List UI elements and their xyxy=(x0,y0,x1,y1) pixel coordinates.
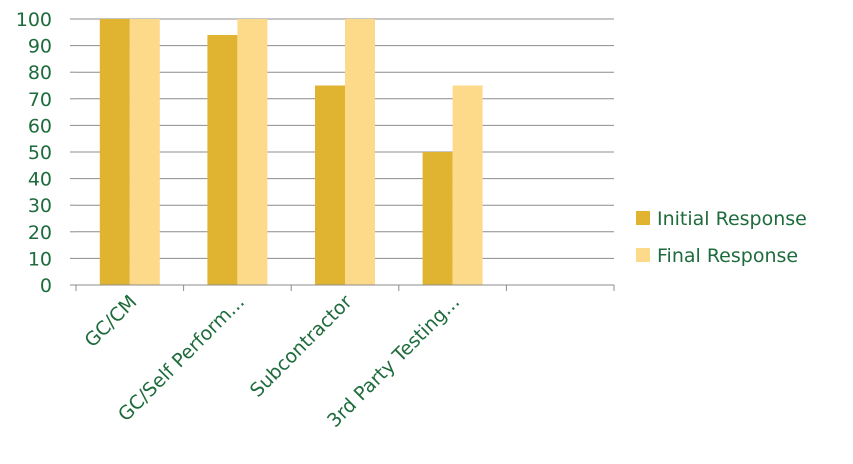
y-tick-label: 60 xyxy=(28,115,52,137)
x-tick-label: GC/CM xyxy=(80,291,141,352)
y-tick-label: 90 xyxy=(28,36,52,58)
bar-final-3 xyxy=(452,85,483,285)
y-tick-label: 10 xyxy=(28,248,52,270)
x-tick-label: Subcontractor xyxy=(246,291,357,402)
legend-label-initial-response: Initial Response xyxy=(657,208,807,230)
bar-initial-1 xyxy=(207,34,238,286)
y-tick-label: 50 xyxy=(28,142,52,164)
y-tick-label: 40 xyxy=(28,169,52,191)
bar-initial-3 xyxy=(422,152,453,285)
y-tick-label: 100 xyxy=(16,9,52,31)
bar-final-2 xyxy=(345,19,375,285)
y-tick-label: 70 xyxy=(28,89,52,111)
y-tick-labels: 0 10 20 30 40 50 60 70 80 90 100 xyxy=(16,9,52,297)
y-tick-label: 20 xyxy=(28,222,52,244)
legend-swatch-initial-response xyxy=(636,211,650,225)
bar-initial-0 xyxy=(99,19,130,285)
legend-swatch-final-response xyxy=(636,248,650,262)
bar-final-1 xyxy=(237,19,268,285)
bar-final-0 xyxy=(129,19,160,285)
y-tick-label: 0 xyxy=(40,275,52,297)
axes xyxy=(70,18,615,291)
bars xyxy=(99,19,483,286)
legend-label-final-response: Final Response xyxy=(657,245,798,267)
y-tick-label: 80 xyxy=(28,62,52,84)
y-tick-label: 30 xyxy=(28,195,52,217)
bar-initial-2 xyxy=(315,85,345,285)
legend: Initial Response Final Response xyxy=(636,208,807,267)
